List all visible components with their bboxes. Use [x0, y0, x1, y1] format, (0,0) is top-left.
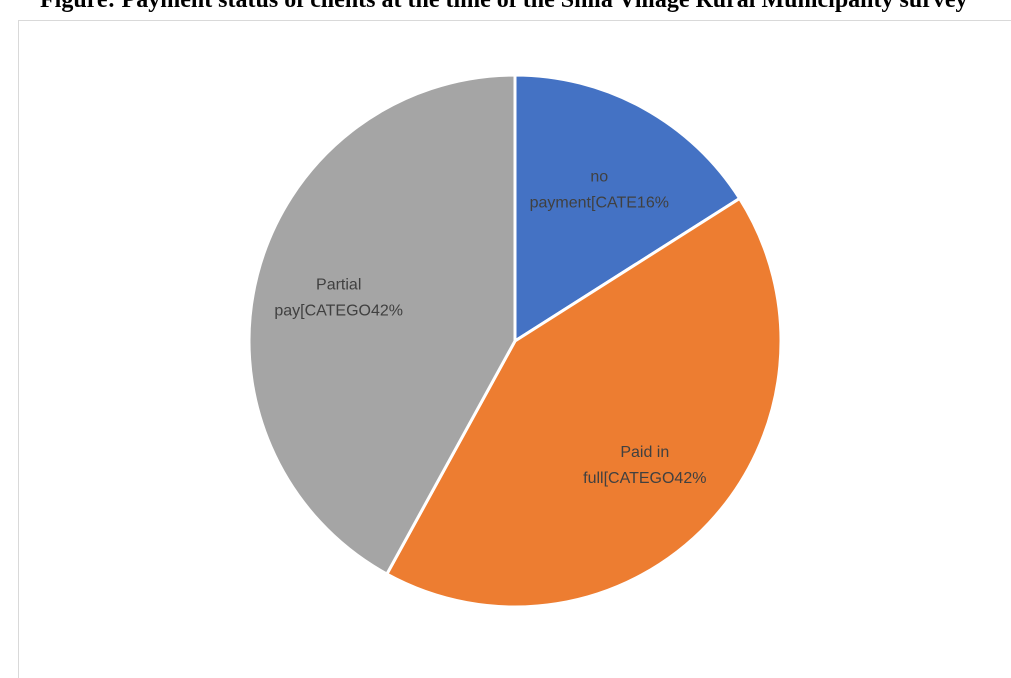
data-label-line2: pay[CATEGO42% — [274, 303, 403, 320]
page-title: Figure: Payment status of clients at the… — [40, 0, 1000, 12]
data-label-line1: Partial — [316, 277, 361, 294]
data-label-paid-in-full: Paid in full[CATEGO42% — [583, 444, 706, 487]
chart-border-top — [18, 20, 1011, 21]
data-label-line1: Paid in — [620, 444, 669, 461]
data-label-partial-pay: Partial pay[CATEGO42% — [274, 277, 403, 320]
data-label-line1: no — [590, 169, 608, 186]
pie-slice-paid-in-full — [384, 196, 783, 609]
data-label-no-payment: no payment[CATE16% — [530, 169, 669, 212]
data-label-line2: payment[CATE16% — [530, 195, 669, 212]
pie-slice-partial-pay — [247, 73, 517, 577]
chart-border-left — [18, 20, 19, 678]
data-label-line2: full[CATEGO42% — [583, 470, 706, 487]
pie-slice-no-payment — [513, 73, 742, 344]
